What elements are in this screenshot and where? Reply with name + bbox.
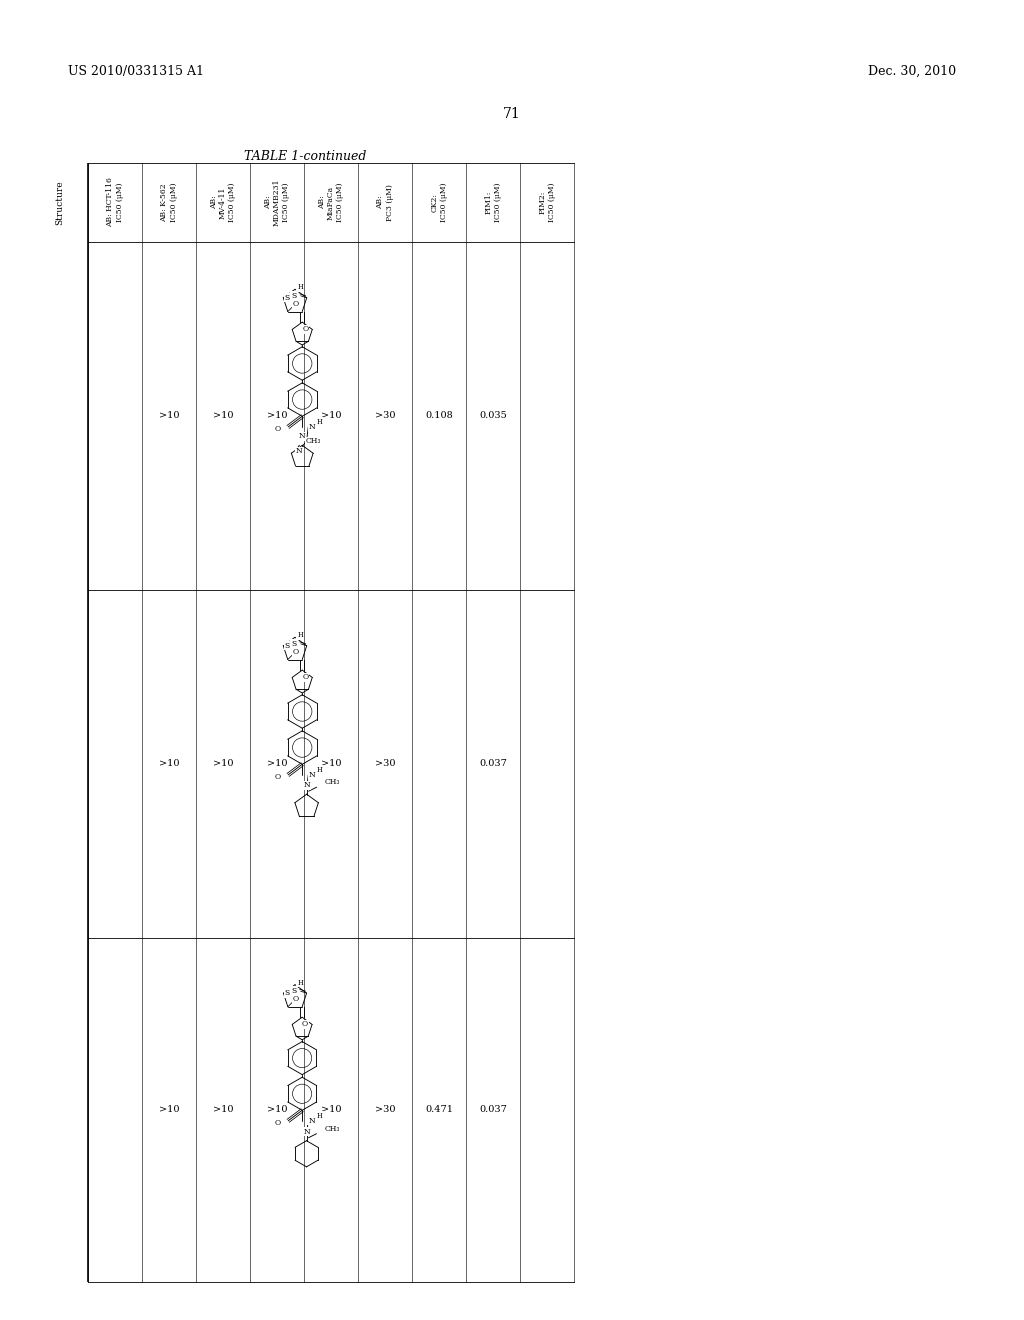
Text: N: N xyxy=(308,1117,315,1125)
Text: N: N xyxy=(295,447,302,455)
Text: >10: >10 xyxy=(213,759,233,768)
Text: N: N xyxy=(299,433,305,441)
Text: US 2010/0331315 A1: US 2010/0331315 A1 xyxy=(68,65,204,78)
Text: AB:
MiaPaCa
IC50 (μM): AB: MiaPaCa IC50 (μM) xyxy=(317,182,344,222)
Text: TABLE 1-continued: TABLE 1-continued xyxy=(244,150,367,162)
Text: H: H xyxy=(297,978,303,987)
Text: >10: >10 xyxy=(213,412,233,421)
Text: >30: >30 xyxy=(375,759,395,768)
Text: H: H xyxy=(316,766,322,774)
Text: >10: >10 xyxy=(321,412,341,421)
Text: O: O xyxy=(293,995,299,1003)
Text: 0.108: 0.108 xyxy=(425,412,453,421)
Text: 0.037: 0.037 xyxy=(479,1106,507,1114)
Text: O: O xyxy=(302,326,308,334)
Text: AB:
MV-4-11
IC50 (μM): AB: MV-4-11 IC50 (μM) xyxy=(210,182,237,222)
Text: O: O xyxy=(302,1020,308,1028)
Text: 0.037: 0.037 xyxy=(479,759,507,768)
Text: >10: >10 xyxy=(213,1106,233,1114)
Text: H: H xyxy=(297,631,303,639)
Text: S: S xyxy=(291,987,296,995)
Text: O: O xyxy=(293,300,299,308)
Text: N: N xyxy=(308,771,315,779)
Text: O: O xyxy=(302,673,308,681)
Text: AB:
PC3 (μM): AB: PC3 (μM) xyxy=(377,183,393,220)
Text: CH₃: CH₃ xyxy=(325,1125,340,1133)
Text: >10: >10 xyxy=(321,1106,341,1114)
Text: >10: >10 xyxy=(159,1106,179,1114)
Text: >30: >30 xyxy=(375,1106,395,1114)
Text: N: N xyxy=(308,422,315,430)
Text: PIM2:
IC50 (μM): PIM2: IC50 (μM) xyxy=(539,182,556,222)
Text: S: S xyxy=(285,294,290,302)
Text: AB: K-562
IC50 (μM): AB: K-562 IC50 (μM) xyxy=(161,182,177,222)
Text: CK2:
IC50 (μM): CK2: IC50 (μM) xyxy=(430,182,447,222)
Text: S: S xyxy=(291,292,296,300)
Text: N: N xyxy=(303,781,310,789)
Text: H: H xyxy=(316,418,322,426)
Text: >10: >10 xyxy=(321,759,341,768)
Text: O: O xyxy=(275,425,282,433)
Text: 0.471: 0.471 xyxy=(425,1106,453,1114)
Text: >30: >30 xyxy=(375,412,395,421)
Text: H: H xyxy=(297,284,303,292)
Text: AB: HCT-116
IC50 (μM): AB: HCT-116 IC50 (μM) xyxy=(106,178,124,227)
Text: >10: >10 xyxy=(159,412,179,421)
Text: >10: >10 xyxy=(266,412,288,421)
Text: >10: >10 xyxy=(266,759,288,768)
Text: O: O xyxy=(275,772,282,781)
Text: >10: >10 xyxy=(266,1106,288,1114)
Text: H: H xyxy=(316,1111,322,1119)
Text: 71: 71 xyxy=(503,107,521,121)
Text: O: O xyxy=(275,1119,282,1127)
Text: 0.035: 0.035 xyxy=(479,412,507,421)
Text: Dec. 30, 2010: Dec. 30, 2010 xyxy=(868,65,956,78)
Text: >10: >10 xyxy=(159,759,179,768)
Text: PIM1:
IC50 (μM): PIM1: IC50 (μM) xyxy=(484,182,502,222)
Text: S: S xyxy=(285,642,290,649)
Text: CH₃: CH₃ xyxy=(325,779,340,787)
Text: AB:
MDAMB231
IC50 (μM): AB: MDAMB231 IC50 (μM) xyxy=(264,178,290,226)
Text: S: S xyxy=(285,989,290,997)
Text: N: N xyxy=(303,1127,310,1135)
Text: Structure: Structure xyxy=(55,181,65,224)
Text: CH₃: CH₃ xyxy=(305,437,321,445)
Text: S: S xyxy=(291,640,296,648)
Text: O: O xyxy=(293,648,299,656)
